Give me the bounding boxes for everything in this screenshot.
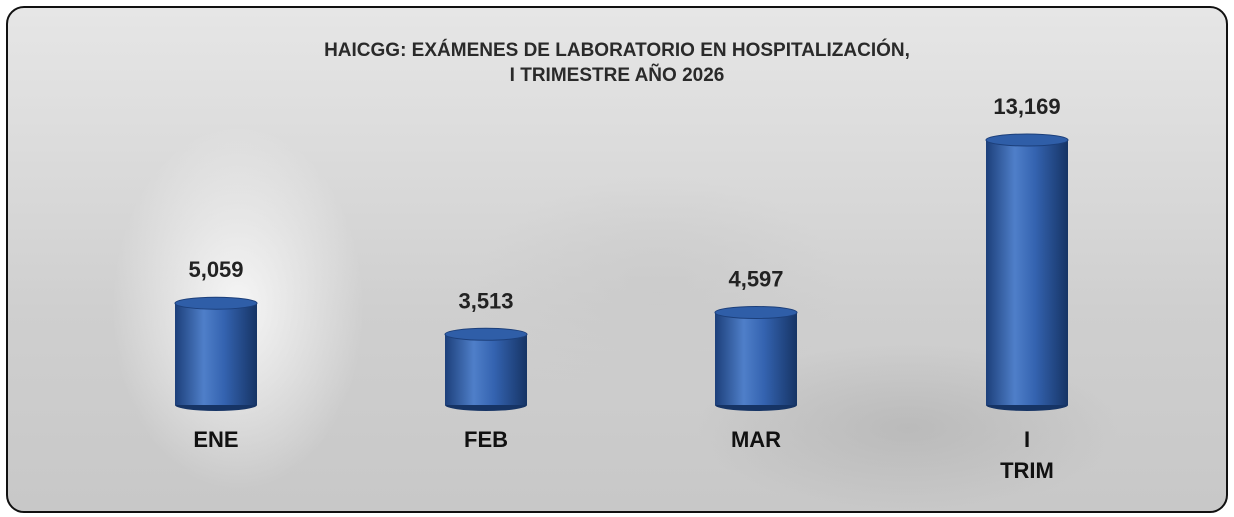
bar xyxy=(715,312,797,405)
bar xyxy=(175,303,257,405)
chart-title: HAICGG: EXÁMENES DE LABORATORIO EN HOSPI… xyxy=(0,38,1234,88)
value-label: 13,169 xyxy=(993,94,1060,119)
bar xyxy=(986,140,1068,405)
bar-top xyxy=(175,297,257,309)
x-tick-label: ENE xyxy=(146,424,286,455)
x-tick-label: I TRIM xyxy=(957,424,1097,486)
x-tick-label: FEB xyxy=(416,424,556,455)
value-label: 5,059 xyxy=(188,257,243,282)
page: 5,059 3,513 4,597 13,169 HAICGG: EXÁMENES D… xyxy=(0,0,1234,517)
bar-top xyxy=(986,134,1068,146)
bar-top xyxy=(445,328,527,340)
bar-top xyxy=(715,306,797,318)
value-label: 3,513 xyxy=(458,288,513,313)
value-label: 4,597 xyxy=(728,266,783,291)
bar xyxy=(445,334,527,405)
x-tick-label: MAR xyxy=(686,424,826,455)
